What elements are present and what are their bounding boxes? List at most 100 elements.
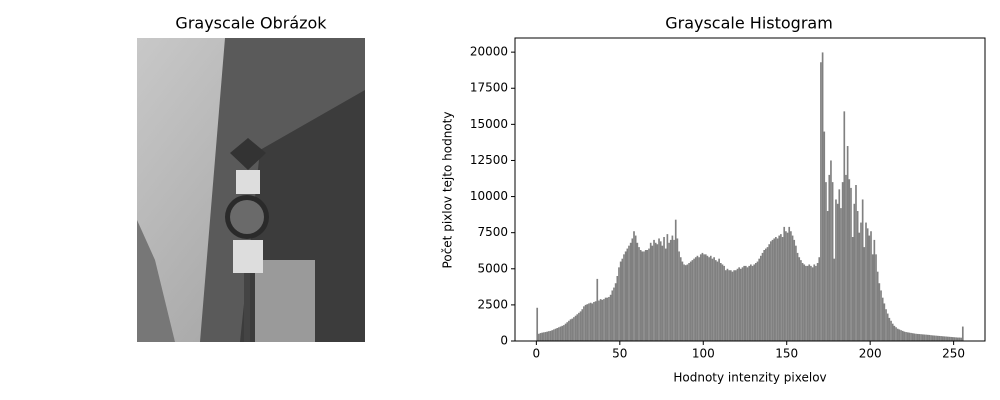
bar xyxy=(569,319,572,341)
bar xyxy=(926,334,929,341)
bar xyxy=(788,226,791,341)
bar xyxy=(559,326,562,341)
bar xyxy=(558,327,560,341)
bar xyxy=(688,263,690,341)
bar xyxy=(856,211,859,341)
bar xyxy=(733,270,735,341)
bar xyxy=(703,254,705,341)
bar xyxy=(719,263,722,341)
bar xyxy=(589,302,592,341)
bar xyxy=(750,264,752,341)
bar xyxy=(883,303,886,341)
bar xyxy=(698,257,700,341)
bar xyxy=(678,251,680,341)
bar xyxy=(709,255,712,341)
bar xyxy=(751,265,754,341)
bar xyxy=(609,294,612,341)
bar xyxy=(801,263,804,341)
bar xyxy=(836,203,839,341)
bar xyxy=(875,254,877,341)
bar xyxy=(900,330,902,341)
bar xyxy=(760,255,762,341)
bar xyxy=(603,299,605,341)
bar xyxy=(661,245,664,341)
bar xyxy=(598,300,600,341)
bar xyxy=(821,52,824,342)
bar xyxy=(664,248,667,341)
bar xyxy=(583,306,585,341)
bar xyxy=(568,320,570,341)
bar xyxy=(646,250,649,341)
x-tick-label: 250 xyxy=(942,347,965,361)
bar xyxy=(594,301,597,341)
bar xyxy=(813,264,816,341)
bar xyxy=(890,320,892,341)
bar xyxy=(811,267,814,341)
bar xyxy=(739,268,742,341)
bar xyxy=(579,311,582,341)
bar xyxy=(915,333,917,341)
bar xyxy=(584,304,587,341)
bar xyxy=(946,336,949,341)
bar xyxy=(639,250,642,341)
bar xyxy=(833,258,836,341)
bar xyxy=(826,211,829,341)
bar xyxy=(604,297,607,341)
bar xyxy=(536,307,539,341)
bar xyxy=(918,334,921,341)
bar xyxy=(671,235,674,341)
bar xyxy=(554,328,557,341)
bar xyxy=(778,235,781,341)
bar xyxy=(748,265,750,341)
bar xyxy=(613,287,615,341)
bar xyxy=(961,326,964,341)
bar xyxy=(548,331,550,341)
bar xyxy=(958,337,961,341)
bar xyxy=(951,337,954,341)
bar xyxy=(896,328,899,341)
bar xyxy=(734,270,737,341)
bar xyxy=(805,265,807,341)
bar xyxy=(851,237,854,341)
bar xyxy=(950,336,952,341)
bar xyxy=(581,309,584,341)
bar xyxy=(663,237,665,341)
bar xyxy=(871,254,874,341)
bar xyxy=(921,334,924,341)
bar xyxy=(891,323,894,341)
bar xyxy=(793,239,796,341)
bar xyxy=(786,232,789,341)
bar xyxy=(696,255,699,341)
bar xyxy=(838,189,841,341)
bar xyxy=(729,270,732,341)
bar xyxy=(726,268,729,341)
bar xyxy=(873,239,876,341)
bar xyxy=(706,255,709,341)
bar xyxy=(666,234,669,341)
bar xyxy=(798,257,801,341)
bar xyxy=(775,237,777,341)
bar xyxy=(776,238,779,341)
bar xyxy=(795,245,797,341)
bar xyxy=(641,251,644,341)
photo xyxy=(137,38,365,342)
bar xyxy=(930,335,932,341)
bar xyxy=(701,252,704,341)
bar xyxy=(815,265,817,341)
bar xyxy=(653,239,655,341)
bar xyxy=(840,208,842,341)
bar xyxy=(920,334,922,341)
bar xyxy=(638,247,640,341)
bar xyxy=(756,261,759,341)
bar xyxy=(858,232,861,341)
bar xyxy=(785,231,787,341)
bar xyxy=(763,250,766,341)
bar xyxy=(841,182,844,341)
bar xyxy=(925,334,927,341)
bar xyxy=(608,296,610,341)
bar xyxy=(818,257,821,341)
bar xyxy=(654,242,657,341)
bar xyxy=(945,336,947,341)
bar xyxy=(850,187,852,341)
bar xyxy=(960,337,962,341)
